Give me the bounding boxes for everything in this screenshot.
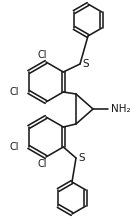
Text: NH₂: NH₂ bbox=[111, 104, 131, 114]
Text: Cl: Cl bbox=[10, 87, 19, 97]
Text: Cl: Cl bbox=[10, 142, 19, 152]
Text: Cl: Cl bbox=[37, 50, 47, 60]
Text: Cl: Cl bbox=[37, 159, 47, 169]
Text: S: S bbox=[82, 59, 89, 69]
Text: S: S bbox=[78, 153, 85, 163]
